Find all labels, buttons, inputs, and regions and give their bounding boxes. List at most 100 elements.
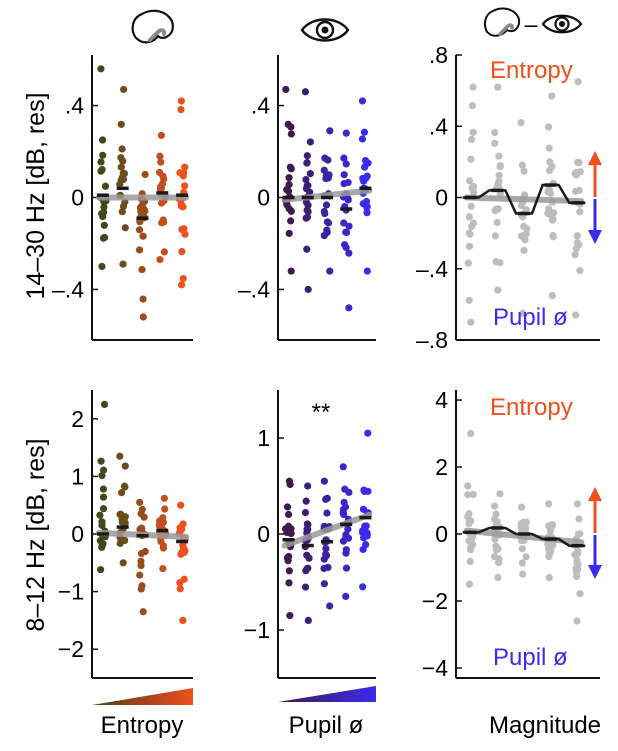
data-point	[321, 154, 329, 162]
data-point	[495, 559, 503, 567]
data-point	[119, 85, 128, 94]
xlabel-magnitude: Magnitude	[489, 712, 601, 739]
data-point	[321, 209, 329, 218]
data-point	[519, 570, 527, 578]
data-point	[181, 182, 189, 190]
data-point	[342, 160, 350, 168]
y-tick-label: 0	[435, 185, 448, 211]
data-point	[494, 286, 502, 294]
data-point	[340, 171, 348, 179]
data-point	[137, 524, 146, 532]
data-point	[326, 602, 334, 610]
data-point	[156, 255, 164, 264]
y-tick-label: 1	[257, 425, 270, 451]
data-point	[180, 225, 188, 233]
data-point	[301, 88, 310, 96]
data-point	[342, 564, 351, 572]
data-point	[136, 571, 144, 579]
data-point	[545, 144, 553, 152]
data-point	[179, 541, 187, 549]
y-tick-label: –.4	[416, 256, 448, 282]
significance-label: **	[312, 399, 331, 426]
data-point	[117, 163, 125, 171]
data-point	[285, 229, 293, 238]
data-point	[283, 503, 292, 511]
data-point	[177, 97, 185, 105]
data-point	[118, 489, 126, 497]
data-point	[547, 547, 555, 555]
data-point	[303, 181, 311, 190]
data-point	[135, 246, 144, 254]
data-point	[141, 207, 149, 215]
data-point	[364, 429, 372, 437]
data-point	[467, 202, 475, 210]
data-point	[118, 145, 126, 153]
data-point	[465, 242, 474, 250]
data-point	[286, 163, 294, 171]
data-point	[464, 491, 472, 499]
data-point	[177, 105, 185, 114]
data-point	[573, 617, 581, 625]
panel-alpha-pupil: 1 0 −1 **	[244, 390, 376, 679]
data-point	[302, 175, 310, 184]
y-tick-label: 0	[71, 185, 84, 211]
data-point	[322, 201, 331, 209]
data-point	[121, 483, 129, 491]
trend-line	[281, 187, 373, 203]
data-point	[548, 92, 556, 100]
data-point	[303, 152, 311, 160]
data-point	[301, 583, 310, 591]
data-point	[496, 490, 504, 498]
y-tick-label: .4	[429, 113, 448, 139]
arrow-up-icon	[588, 487, 602, 533]
y-tick-label: −4	[422, 655, 448, 681]
data-point	[465, 213, 473, 221]
xlabel-entropy: Entropy	[101, 712, 184, 739]
data-point	[138, 582, 146, 590]
y-tick-label: .8	[429, 42, 448, 68]
data-point	[520, 167, 528, 175]
brain-minus-eye-icon: –	[484, 7, 583, 37]
data-point	[98, 262, 106, 271]
data-point	[344, 196, 352, 204]
data-point	[100, 400, 109, 408]
data-point	[576, 590, 584, 598]
panel-beta-entropy: .4 0 –.4	[52, 55, 193, 341]
data-point	[287, 217, 295, 225]
data-point	[549, 233, 557, 241]
data-point	[464, 482, 472, 490]
y-tick-label: 0	[257, 521, 270, 547]
data-point	[98, 471, 106, 480]
data-point	[465, 177, 474, 185]
data-point	[287, 267, 295, 275]
mean-line	[462, 183, 586, 215]
data-point	[573, 572, 581, 580]
data-point	[178, 247, 186, 256]
data-point	[285, 567, 293, 575]
data-point	[306, 170, 314, 178]
data-point	[287, 130, 295, 138]
data-point	[469, 128, 477, 136]
data-point	[465, 296, 473, 304]
icon-minus: –	[525, 11, 538, 37]
data-point	[176, 585, 184, 593]
arrow-down-icon	[588, 535, 602, 579]
data-point	[121, 462, 129, 470]
data-point	[323, 226, 331, 234]
data-point	[361, 522, 369, 530]
data-point	[491, 128, 499, 137]
data-point	[304, 285, 312, 294]
data-point	[467, 155, 475, 163]
data-point	[179, 616, 187, 625]
data-point	[517, 119, 525, 127]
data-point	[98, 521, 106, 529]
data-point	[466, 557, 474, 566]
panel-beta-magnitude: .8 .4 0 –.4 –.8	[416, 42, 600, 353]
data-point	[283, 554, 292, 562]
data-point	[161, 505, 169, 513]
data-point	[99, 212, 107, 221]
data-point	[545, 500, 553, 508]
y-tick-label: .4	[65, 93, 84, 119]
data-point	[179, 172, 187, 180]
data-point	[572, 187, 580, 195]
